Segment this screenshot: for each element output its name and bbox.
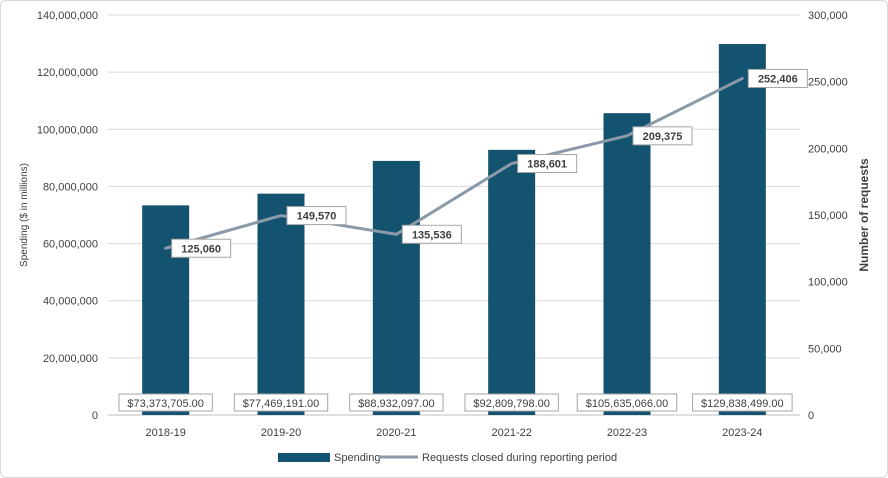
bar [372,160,420,415]
x-tick-label: 2020-21 [376,427,416,439]
legend-swatch-spending [278,453,330,462]
bar-label-box [576,393,678,412]
left-tick-label: 100,000,000 [37,124,98,136]
x-tick-label: 2023-24 [722,427,762,439]
x-tick-label: 2019-20 [261,427,301,439]
legend-label-requests: Requests closed during reporting period [422,452,617,464]
requests-line [164,76,744,250]
line-label-box [401,224,462,244]
right-tick-label: 50,000 [808,343,842,355]
line-data-labels: 125,060 149,570 135,536 188,601 209,375 252,4… [171,68,808,258]
left-tick-label: 20,000,000 [43,353,98,365]
line-label-box [171,238,232,258]
line-data-label: 149,570 [297,211,337,223]
line-label-box [632,126,693,146]
left-tick-label: 0 [92,410,98,422]
right-axis-title: Number of requests [857,158,871,272]
x-tick-label: 2022-23 [607,427,647,439]
bar [257,193,305,415]
left-tick-label: 80,000,000 [43,181,98,193]
bar-label-box [692,393,793,412]
gridlines [108,14,800,416]
bar-label-box [233,393,329,412]
left-tick-label: 40,000,000 [43,296,98,308]
right-y-axis: 0 50,000 100,000 150,000 200,000 250,000 300,0… [808,10,848,422]
line-label-box [517,154,578,174]
left-tick-label: 140,000,000 [37,10,98,22]
line-label-box [747,68,808,88]
bar-label-box [464,393,559,412]
left-axis-title: Spending ($ in millions) [19,163,30,267]
bar-data-label: $73,373,705.00 [127,398,203,410]
x-axis: 2018-19 2019-20 2020-21 2021-22 2022-23 2023-… [145,427,762,439]
bar [142,205,190,415]
line-data-label: 135,536 [412,229,452,241]
spending-bars [142,44,766,416]
legend: Spending Requests closed during reportin… [278,452,617,464]
bar [603,113,651,416]
line-data-label: 209,375 [643,131,683,143]
line-data-label: 188,601 [527,159,567,171]
bar-data-labels: $73,373,705.00 $77,469,191.00 $88,932,097.… [118,393,793,412]
left-tick-label: 60,000,000 [43,239,98,251]
bar-label-box [118,393,213,412]
bar-data-label: $77,469,191.00 [243,398,319,410]
right-tick-label: 100,000 [808,277,848,289]
bar-data-label: $92,809,798.00 [473,398,549,410]
line-data-label: 125,060 [181,243,221,255]
right-tick-label: 300,000 [808,10,848,22]
right-tick-label: 0 [808,410,814,422]
bar [488,149,536,415]
bar-data-label: $105,635,066.00 [586,398,669,410]
right-tick-label: 250,000 [808,77,848,89]
legend-label-spending: Spending [334,452,381,464]
bar-data-label: $129,838,499.00 [701,398,784,410]
left-tick-label: 120,000,000 [37,67,98,79]
left-y-axis: 0 20,000,000 40,000,000 60,000,000 80,000,00… [37,10,98,422]
line-data-label: 252,406 [758,73,798,85]
bar-label-box [349,393,444,412]
bar [718,44,766,415]
requests-series-line [164,76,744,250]
right-tick-label: 200,000 [808,143,848,155]
bar-data-label: $88,932,097.00 [358,398,434,410]
x-tick-label: 2021-22 [491,427,531,439]
right-tick-label: 150,000 [808,210,848,222]
line-label-box [286,206,347,226]
x-tick-label: 2018-19 [145,427,185,439]
